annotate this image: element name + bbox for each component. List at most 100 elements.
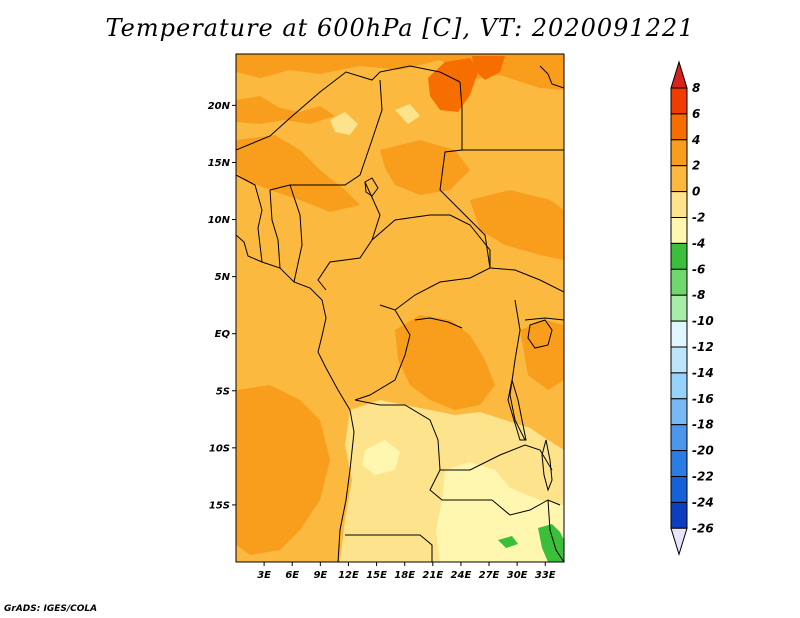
colorbar-swatch — [670, 450, 688, 478]
cool-patch-north — [330, 112, 358, 135]
border-drc — [354, 309, 411, 401]
colorbar-level-label: 2 — [692, 159, 700, 173]
cooler-region-south — [436, 462, 564, 562]
cool-patch-libya — [395, 104, 420, 124]
warm-region-chad — [380, 140, 470, 195]
border-mozambique — [547, 499, 564, 562]
colorbar-swatch — [670, 320, 688, 348]
border-car — [371, 214, 491, 311]
colorbar-top-triangle — [670, 60, 688, 89]
colorbar: 8 6 4 2 0 -2 -4 -6 -8 -10 -12 -14 -16 -18 -20 -22 -24 -26 — [670, 60, 714, 557]
lon-tick-label: 12E — [338, 570, 359, 581]
colorbar-level-label: 6 — [692, 107, 700, 121]
warmest-region-libya — [428, 58, 478, 112]
colorbar-swatch — [670, 294, 688, 322]
colorbar-level-label: -12 — [692, 340, 714, 354]
latitude-axis: 20N 15N 10N 5N EQ 5S 10S 15S — [208, 101, 236, 511]
colorbar-swatch — [670, 476, 688, 503]
lat-tick-label: 10N — [208, 215, 231, 226]
colorbar-swatch — [670, 113, 688, 141]
warm-region-west-africa — [236, 135, 360, 212]
border-red-sea — [539, 65, 564, 89]
warm-region-sahel — [236, 96, 335, 124]
lake-malawi — [541, 439, 553, 492]
lon-tick-label: 33E — [535, 570, 556, 581]
colorbar-swatch — [670, 242, 688, 270]
border-sudan-south — [489, 267, 564, 293]
border-botswana — [491, 499, 561, 516]
lon-tick-label: 15E — [366, 570, 387, 581]
lat-tick-label: 15N — [208, 158, 231, 169]
map-frame — [235, 53, 565, 563]
colorbar-swatch — [670, 87, 688, 115]
warm-region-congo — [395, 315, 495, 410]
cold-patch-zimbabwe — [498, 536, 518, 548]
lat-tick-label: 5N — [215, 272, 231, 283]
lon-tick-label: 18E — [394, 570, 415, 581]
cooler-patch-angola — [362, 440, 400, 475]
map-area — [236, 54, 564, 562]
colorbar-swatch — [670, 139, 688, 167]
border-sahara — [236, 65, 461, 151]
border-nigeria — [289, 184, 303, 283]
lon-tick-label: 27E — [479, 570, 500, 581]
colorbar-level-label: 8 — [692, 81, 700, 95]
lake-chad — [364, 177, 379, 197]
colorbar-level-label: -24 — [692, 495, 714, 509]
lat-tick-label: 5S — [216, 386, 230, 397]
colorbar-swatch — [670, 165, 688, 193]
colorbar-level-label: -6 — [692, 262, 705, 276]
lon-tick-label: 30E — [507, 570, 528, 581]
border-libya-chad — [439, 81, 491, 269]
colorbar-swatch — [670, 268, 688, 296]
lon-tick-label: 21E — [422, 570, 443, 581]
colorbar-swatch — [670, 424, 688, 452]
colorbar-level-label: -14 — [692, 366, 714, 380]
border-niger — [269, 79, 383, 191]
border-namibia — [345, 534, 433, 562]
lat-tick-label: 15S — [209, 500, 230, 511]
lon-tick-label: 9E — [313, 570, 327, 581]
lat-tick-label: 10S — [209, 443, 230, 454]
colorbar-swatch — [670, 398, 688, 426]
warm-region-gulf — [236, 385, 330, 555]
colorbar-swatch — [670, 372, 688, 400]
border-drc-east — [509, 299, 526, 441]
colorbar-level-label: -22 — [692, 470, 714, 484]
software-credit: GrADS: IGES/COLA — [4, 604, 98, 614]
longitude-axis: 3E 6E 9E 12E 15E 18E 21E 24E 27E 30E 33E — [257, 562, 556, 581]
colorbar-level-label: -18 — [692, 418, 714, 432]
lat-tick-label: EQ — [215, 329, 231, 340]
border-benin — [269, 189, 281, 269]
colorbar-swatch — [670, 501, 688, 529]
border-chad-south — [317, 181, 381, 291]
colorbar-level-label: -4 — [692, 236, 705, 250]
colorbar-level-label: 0 — [692, 185, 700, 199]
colorbar-level-label: -16 — [692, 392, 714, 406]
colorbar-swatch — [670, 346, 688, 374]
lon-tick-label: 3E — [257, 570, 271, 581]
colorbar-level-label: -8 — [692, 288, 705, 302]
warm-region-kenya — [520, 320, 564, 390]
lon-tick-label: 6E — [285, 570, 299, 581]
colorbar-level-label: -10 — [692, 314, 714, 328]
border-east-africa — [524, 317, 564, 321]
border-angola — [354, 399, 492, 501]
lake-victoria — [527, 319, 553, 349]
warmest-region-ne — [472, 56, 505, 80]
lake-tanganyika — [507, 379, 527, 441]
colorbar-level-label: -2 — [692, 211, 705, 225]
colorbar-swatch — [670, 191, 688, 219]
border-west-africa — [236, 174, 263, 263]
chart-title: Temperature at 600hPa [C], VT: 202009122… — [105, 14, 695, 42]
river-congo — [414, 317, 463, 329]
lat-tick-label: 20N — [208, 101, 231, 112]
colorbar-level-label: -20 — [692, 444, 714, 458]
lon-tick-label: 24E — [451, 570, 472, 581]
colorbar-level-label: -26 — [692, 521, 714, 535]
colorbar-swatch — [670, 217, 688, 244]
coastlines-and-borders — [236, 65, 564, 562]
warm-region-east — [470, 190, 564, 260]
colorbar-level-label: 4 — [691, 133, 700, 147]
